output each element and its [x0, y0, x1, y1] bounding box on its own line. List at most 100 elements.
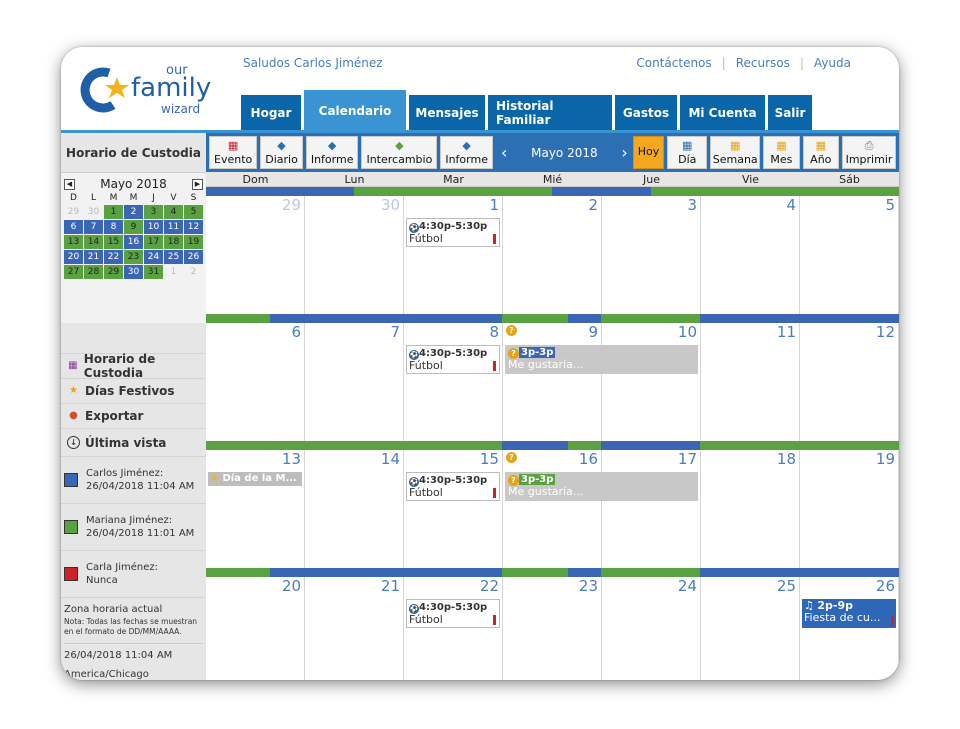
mini-day[interactable]: 29 — [64, 205, 83, 219]
next-month-button[interactable]: › — [621, 143, 628, 162]
day-cell[interactable]: 4 — [701, 196, 800, 314]
day-cell[interactable]: 29 — [206, 196, 305, 314]
mini-day[interactable]: 16 — [124, 235, 143, 249]
day-cell[interactable]: 30 — [305, 196, 404, 314]
mini-day[interactable]: 3 — [144, 205, 163, 219]
day-cell[interactable]: 5 — [800, 196, 899, 314]
day-cell[interactable]: 21 — [305, 577, 404, 680]
day-cell[interactable]: ? 16 ? 3p-3p Me gustaría... — [503, 450, 698, 568]
mini-day[interactable]: 4 — [164, 205, 183, 219]
contact-link[interactable]: Contáctenos — [636, 56, 712, 70]
mini-day[interactable]: 13 — [64, 235, 83, 249]
mini-day[interactable]: 12 — [184, 220, 203, 234]
tab-gastos[interactable]: Gastos — [615, 95, 677, 131]
month-view-button[interactable]: ▦ Mes — [763, 136, 800, 169]
event-button[interactable]: ▦ Evento — [209, 136, 258, 169]
mini-day[interactable]: 1 — [164, 265, 183, 279]
day-cell[interactable]: 2 — [503, 196, 602, 314]
mini-day[interactable]: 28 — [84, 265, 103, 279]
year-view-button[interactable]: ▦ Año — [802, 136, 839, 169]
day-cell[interactable]: 22 ⚽4:30p-5:30p Fútbol — [404, 577, 503, 680]
day-cell[interactable]: 14 — [305, 450, 404, 568]
day-cell[interactable]: 26 ♫ 2p-9p Fiesta de cu... — [800, 577, 899, 680]
trade-request-event[interactable]: ? 3p-3p Me gustaría... — [505, 345, 698, 374]
day-cell[interactable]: 13 ★ Día de la M... — [206, 450, 305, 568]
mini-day[interactable]: 15 — [104, 235, 123, 249]
mini-day[interactable]: 29 — [104, 265, 123, 279]
tab-calendario[interactable]: Calendario — [304, 90, 406, 131]
mini-day[interactable]: 18 — [164, 235, 183, 249]
day-cell[interactable]: 6 — [206, 323, 305, 441]
day-cell[interactable]: 20 — [206, 577, 305, 680]
mini-day[interactable]: 19 — [184, 235, 203, 249]
mini-day[interactable]: 23 — [124, 250, 143, 264]
sidebar-item-export[interactable]: ● Exportar — [61, 403, 206, 428]
tab-mensajes[interactable]: Mensajes — [409, 95, 485, 131]
day-cell[interactable]: ? 9 ? 3p-3p Me gustaría... — [503, 323, 698, 441]
mini-day[interactable]: 1 — [104, 205, 123, 219]
journal-button[interactable]: ◆ Diario — [260, 136, 303, 169]
sidebar-item-custody-schedule[interactable]: ▦ Horario de Custodia — [61, 352, 206, 380]
mini-day[interactable]: 10 — [144, 220, 163, 234]
day-cell[interactable]: 3 — [602, 196, 701, 314]
mini-day[interactable]: 31 — [144, 265, 163, 279]
ourfamilywizard-logo[interactable]: our family wizard — [79, 59, 229, 125]
day-cell[interactable]: 25 — [701, 577, 800, 680]
mini-day[interactable]: 26 — [184, 250, 203, 264]
resources-link[interactable]: Recursos — [735, 56, 790, 70]
trade-request-event[interactable]: ? 3p-3p Me gustaría... — [505, 472, 698, 501]
party-event[interactable]: ♫ 2p-9p Fiesta de cu... — [802, 599, 896, 628]
day-cell[interactable]: 24 — [602, 577, 701, 680]
day-cell[interactable]: 12 — [800, 323, 899, 441]
tab-salir[interactable]: Salir — [768, 95, 812, 131]
mini-day[interactable]: 21 — [84, 250, 103, 264]
mini-day[interactable]: 14 — [84, 235, 103, 249]
tab-mi-cuenta[interactable]: Mi Cuenta — [680, 95, 765, 131]
today-button[interactable]: Hoy — [632, 136, 665, 169]
day-cell[interactable]: 11 — [701, 323, 800, 441]
prev-month-button[interactable]: ‹ — [500, 143, 508, 162]
mini-day[interactable]: 2 — [124, 205, 143, 219]
mini-day[interactable]: 11 — [164, 220, 183, 234]
day-cell[interactable]: 1 ⚽4:30p-5:30p Fútbol — [404, 196, 503, 314]
event-futbol[interactable]: ⚽4:30p-5:30p Fútbol — [406, 599, 500, 628]
mini-day[interactable]: 7 — [84, 220, 103, 234]
mini-day[interactable]: 2 — [184, 265, 203, 279]
mini-day[interactable]: 6 — [64, 220, 83, 234]
mini-day[interactable]: 30 — [84, 205, 103, 219]
print-button[interactable]: ⎙ Imprimir — [841, 136, 896, 169]
mini-day[interactable]: 9 — [124, 220, 143, 234]
day-cell[interactable]: 23 — [503, 577, 602, 680]
event-futbol[interactable]: ⚽4:30p-5:30p Fútbol — [406, 218, 500, 247]
mini-day[interactable]: 30 — [124, 265, 143, 279]
help-link[interactable]: Ayuda — [813, 56, 851, 70]
mini-prev-month-button[interactable]: ◀ — [64, 178, 75, 190]
day-cell[interactable]: 17 — [602, 450, 701, 568]
day-cell[interactable]: 18 — [701, 450, 800, 568]
trade-button[interactable]: ◆ Intercambio — [361, 136, 438, 169]
holiday-event[interactable]: ★ Día de la M... — [208, 472, 302, 486]
week-view-button[interactable]: ▦ Semana — [710, 136, 761, 169]
mini-day[interactable]: 27 — [64, 265, 83, 279]
day-view-button[interactable]: ▦ Día — [667, 136, 708, 169]
trade-report-button[interactable]: ◆ Informe — [440, 136, 493, 169]
event-futbol[interactable]: ⚽4:30p-5:30p Fútbol — [406, 472, 500, 501]
sidebar-item-last-view[interactable]: ↓ Última vista — [61, 428, 206, 456]
mini-day[interactable]: 5 — [184, 205, 203, 219]
mini-day[interactable]: 24 — [144, 250, 163, 264]
day-cell[interactable]: 10 — [602, 323, 701, 441]
mini-day[interactable]: 8 — [104, 220, 123, 234]
day-cell[interactable]: 15 ⚽4:30p-5:30p Fútbol — [404, 450, 503, 568]
report-button[interactable]: ◆ Informe — [305, 136, 359, 169]
mini-next-month-button[interactable]: ▶ — [191, 178, 203, 190]
mini-day[interactable]: 20 — [64, 250, 83, 264]
sidebar-item-holidays[interactable]: ★ Días Festivos — [61, 378, 206, 403]
tab-hogar[interactable]: Hogar — [241, 95, 301, 131]
mini-day[interactable]: 25 — [164, 250, 183, 264]
mini-day[interactable]: 22 — [104, 250, 123, 264]
day-cell[interactable]: 7 — [305, 323, 404, 441]
mini-day[interactable]: 17 — [144, 235, 163, 249]
day-cell[interactable]: 19 — [800, 450, 899, 568]
tab-historial-familiar[interactable]: Historial Familiar — [488, 95, 612, 131]
event-futbol[interactable]: ⚽4:30p-5:30p Fútbol — [406, 345, 500, 374]
